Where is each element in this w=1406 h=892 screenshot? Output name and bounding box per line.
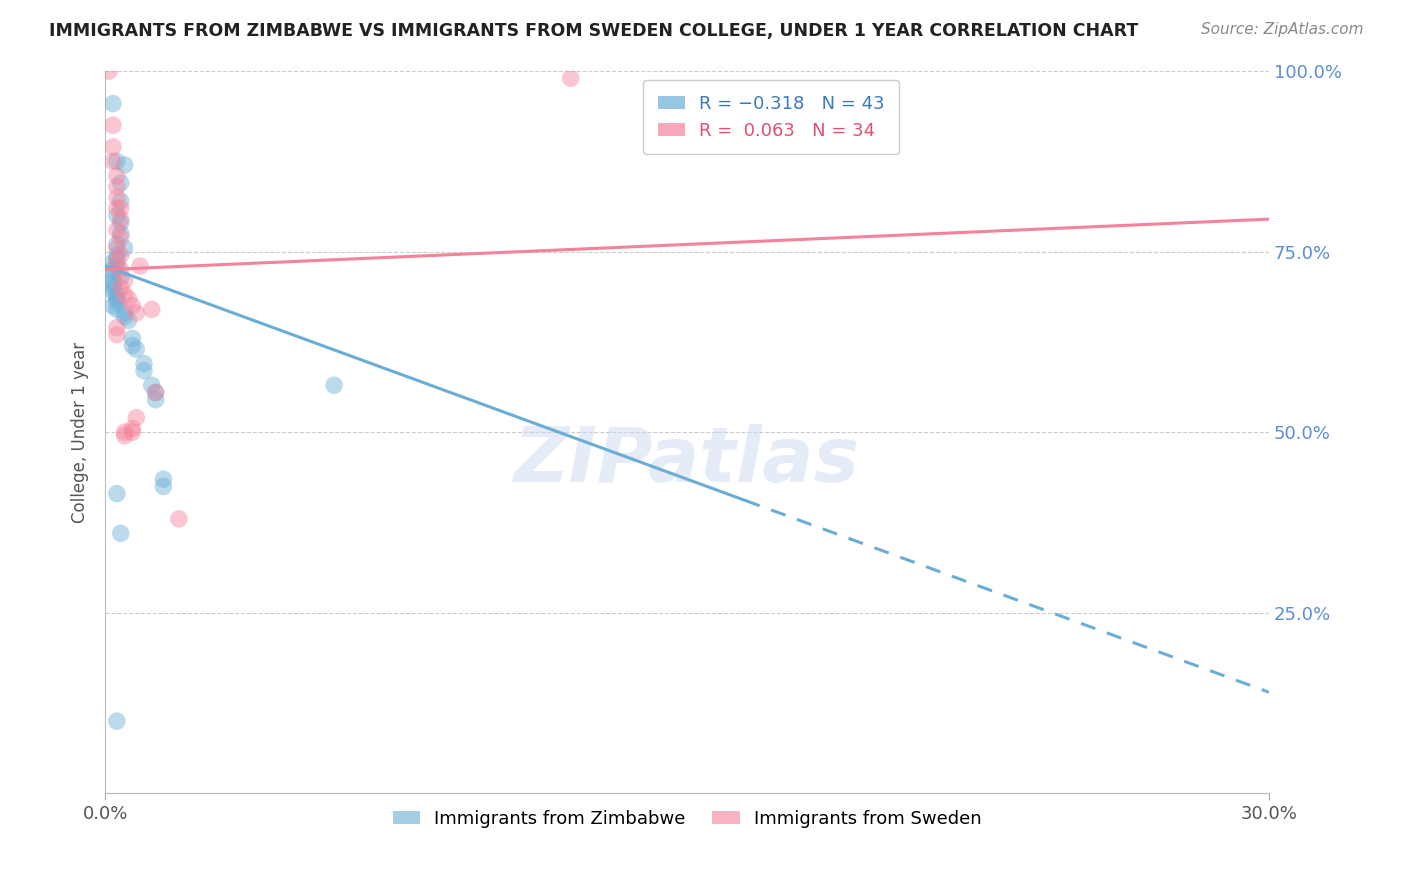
Point bbox=[141, 378, 163, 392]
Point bbox=[110, 202, 132, 216]
Point bbox=[132, 364, 155, 378]
Point bbox=[105, 169, 128, 183]
Point bbox=[129, 259, 152, 273]
Point bbox=[110, 269, 132, 284]
Point bbox=[117, 292, 139, 306]
Point bbox=[121, 421, 143, 435]
Point bbox=[105, 327, 128, 342]
Point bbox=[105, 255, 128, 269]
Text: ZIPatlas: ZIPatlas bbox=[515, 424, 860, 498]
Point bbox=[105, 248, 128, 262]
Point bbox=[110, 194, 132, 208]
Point bbox=[110, 281, 132, 295]
Point bbox=[101, 154, 124, 169]
Point bbox=[114, 273, 136, 287]
Point bbox=[101, 96, 124, 111]
Point bbox=[110, 227, 132, 241]
Point bbox=[105, 190, 128, 204]
Point bbox=[105, 237, 128, 252]
Point bbox=[101, 299, 124, 313]
Point bbox=[145, 385, 167, 400]
Point bbox=[132, 357, 155, 371]
Point bbox=[114, 425, 136, 440]
Point bbox=[560, 71, 582, 86]
Point bbox=[101, 266, 124, 280]
Point bbox=[105, 179, 128, 194]
Point bbox=[105, 292, 128, 306]
Point bbox=[101, 277, 124, 292]
Point bbox=[101, 281, 124, 295]
Point bbox=[167, 512, 190, 526]
Point bbox=[101, 255, 124, 269]
Point bbox=[101, 273, 124, 287]
Point bbox=[145, 392, 167, 407]
Point bbox=[105, 302, 128, 317]
Point bbox=[145, 385, 167, 400]
Point bbox=[121, 331, 143, 345]
Point bbox=[105, 241, 128, 255]
Point bbox=[114, 288, 136, 302]
Point bbox=[125, 410, 148, 425]
Point bbox=[110, 526, 132, 541]
Point bbox=[125, 306, 148, 320]
Point bbox=[114, 306, 136, 320]
Point bbox=[105, 252, 128, 266]
Point bbox=[114, 158, 136, 172]
Point bbox=[105, 259, 128, 273]
Point bbox=[105, 209, 128, 223]
Text: Source: ZipAtlas.com: Source: ZipAtlas.com bbox=[1201, 22, 1364, 37]
Point bbox=[110, 230, 132, 244]
Point bbox=[110, 262, 132, 277]
Legend: Immigrants from Zimbabwe, Immigrants from Sweden: Immigrants from Zimbabwe, Immigrants fro… bbox=[385, 803, 988, 835]
Point bbox=[105, 295, 128, 310]
Point bbox=[101, 285, 124, 299]
Point bbox=[110, 216, 132, 230]
Point bbox=[110, 248, 132, 262]
Point bbox=[105, 154, 128, 169]
Point bbox=[101, 262, 124, 277]
Point bbox=[152, 479, 174, 493]
Point bbox=[152, 472, 174, 486]
Point bbox=[114, 429, 136, 443]
Text: IMMIGRANTS FROM ZIMBABWE VS IMMIGRANTS FROM SWEDEN COLLEGE, UNDER 1 YEAR CORRELA: IMMIGRANTS FROM ZIMBABWE VS IMMIGRANTS F… bbox=[49, 22, 1139, 40]
Point bbox=[121, 338, 143, 352]
Point bbox=[110, 176, 132, 190]
Point bbox=[105, 202, 128, 216]
Point bbox=[105, 320, 128, 334]
Point bbox=[125, 342, 148, 356]
Point bbox=[323, 378, 346, 392]
Point bbox=[117, 313, 139, 327]
Point bbox=[141, 302, 163, 317]
Point bbox=[114, 310, 136, 324]
Point bbox=[101, 118, 124, 132]
Point bbox=[105, 288, 128, 302]
Point bbox=[121, 299, 143, 313]
Point bbox=[105, 223, 128, 237]
Point bbox=[105, 714, 128, 728]
Point bbox=[110, 212, 132, 227]
Point bbox=[114, 241, 136, 255]
Point bbox=[105, 486, 128, 500]
Y-axis label: College, Under 1 year: College, Under 1 year bbox=[72, 342, 89, 523]
Point bbox=[101, 140, 124, 154]
Point bbox=[98, 64, 121, 78]
Point bbox=[121, 425, 143, 440]
